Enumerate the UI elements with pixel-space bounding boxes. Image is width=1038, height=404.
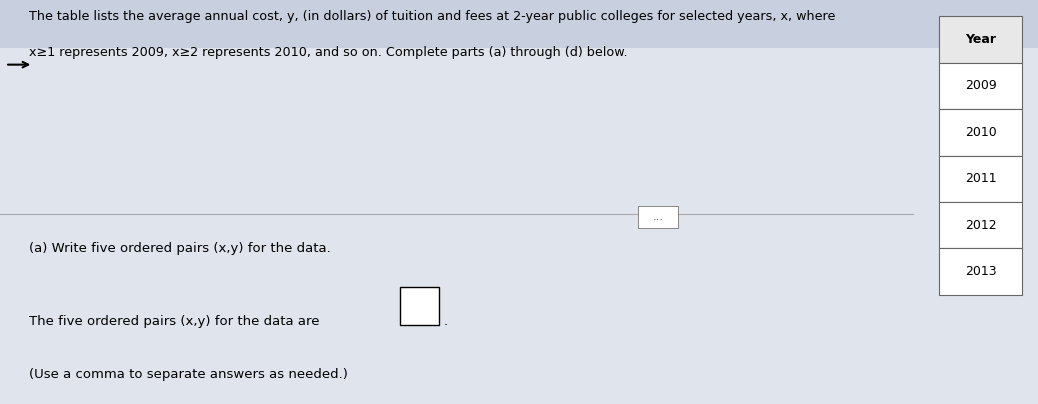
Text: 2011: 2011: [965, 172, 996, 185]
Text: (Use a comma to separate answers as needed.): (Use a comma to separate answers as need…: [29, 368, 348, 381]
Text: The table lists the average annual cost, y, (in dollars) of tuition and fees at : The table lists the average annual cost,…: [29, 10, 836, 23]
Text: 2013: 2013: [965, 265, 996, 278]
Text: Year: Year: [965, 33, 996, 46]
Text: The five ordered pairs (x,y) for the data are: The five ordered pairs (x,y) for the dat…: [29, 315, 320, 328]
Text: 2012: 2012: [965, 219, 996, 232]
Bar: [400, 287, 439, 325]
Text: ...: ...: [653, 212, 663, 222]
Text: (a) Write five ordered pairs (x,y) for the data.: (a) Write five ordered pairs (x,y) for t…: [29, 242, 331, 255]
Bar: [0, 0, 1038, 48]
Text: 2010: 2010: [965, 126, 996, 139]
Text: 2009: 2009: [965, 79, 996, 93]
Text: .: .: [443, 315, 447, 328]
Text: x≥1 represents 2009, x≥2 represents 2010, and so on. Complete parts (a) through : x≥1 represents 2009, x≥2 represents 2010…: [29, 46, 628, 59]
